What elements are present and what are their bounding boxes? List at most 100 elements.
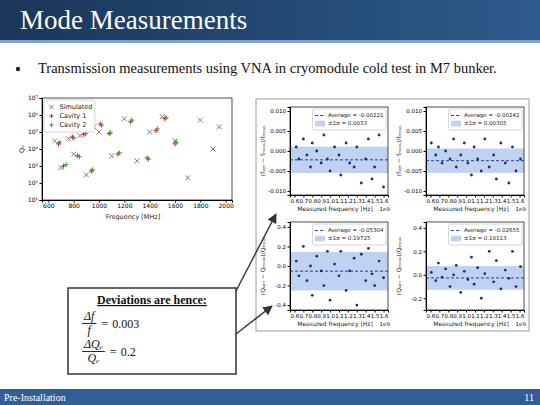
arrow	[236, 214, 276, 291]
x-tick-label: 1.4	[362, 313, 371, 319]
deviations-heading: Deviations are hence:	[97, 293, 207, 307]
data-point	[452, 273, 455, 276]
data-point	[476, 266, 479, 269]
data-point	[295, 260, 298, 263]
data-point	[315, 150, 318, 153]
data-point	[345, 142, 348, 145]
x-tick: 1600	[168, 200, 183, 209]
data-point	[117, 150, 122, 155]
x-tick-label: 1.0	[326, 313, 335, 319]
y-axis-line	[424, 223, 427, 311]
x-tick-label: 1.4	[498, 198, 507, 204]
x-tick-label: 0.7	[435, 198, 444, 204]
x-tick: 0.8	[444, 310, 453, 319]
data-point	[320, 162, 323, 165]
data-point	[339, 250, 342, 253]
y-tick: 10³	[28, 162, 42, 169]
plot-marks	[426, 250, 524, 300]
x-tick-label: 1.3	[489, 313, 498, 319]
y-axis-line	[288, 108, 291, 196]
y-tick: 10¹	[28, 196, 42, 203]
plot-frame	[290, 222, 388, 310]
x-tick: 1.3	[489, 195, 498, 204]
data-point	[473, 146, 476, 149]
x-tick: 2000	[219, 200, 234, 209]
data-point	[295, 146, 298, 149]
plot-marks	[290, 134, 388, 189]
data-point	[459, 154, 462, 157]
x-tick-label: 1.0	[462, 313, 471, 319]
y-tick-label: 10⁶	[28, 111, 39, 118]
x-tick-label: 1.3	[489, 198, 498, 204]
data-point	[367, 138, 370, 141]
x-tick-label: 0.9	[317, 313, 326, 319]
y-tick: 0.0	[277, 263, 290, 269]
y-tick: 0.005	[406, 128, 426, 134]
x-tick: 1.1	[471, 195, 480, 204]
y-tick: -0.005	[404, 168, 426, 174]
legend-label: ±1σ = 0.19725	[328, 235, 371, 241]
y-tick: -0.010	[404, 188, 426, 194]
plot-background	[426, 107, 524, 195]
y-tick-label: 10⁵	[28, 128, 39, 135]
y-tick-label: -0.010	[404, 188, 422, 194]
data-point	[306, 279, 309, 282]
legend-marker	[49, 114, 53, 118]
bullet-dot	[16, 67, 20, 71]
x-tick: 0.7	[435, 195, 444, 204]
plot-marks	[426, 138, 524, 185]
x-tick-label: 0.8	[308, 313, 317, 319]
data-point	[135, 158, 140, 163]
data-point	[355, 304, 358, 307]
legend-marker	[49, 123, 53, 127]
legend-box	[449, 109, 522, 130]
fraction-bar	[82, 351, 105, 352]
x-axis-title: Measured frequency [Hz]	[297, 205, 373, 213]
y-tick-mark	[424, 251, 427, 252]
x-tick-label: 1.6	[516, 198, 525, 204]
legend-line-swatch	[451, 230, 461, 231]
x-tick: 1.4	[362, 310, 371, 319]
data-point	[444, 268, 447, 271]
legend-band-swatch	[451, 236, 461, 242]
data-point	[122, 116, 127, 121]
legend-line-swatch	[451, 115, 461, 116]
data-point	[364, 279, 367, 282]
data-point	[302, 245, 305, 248]
legend-band-swatch	[315, 121, 325, 127]
x-tick-label: 800	[68, 202, 80, 209]
slide-title: Mode Measurements	[20, 5, 247, 35]
data-point	[470, 174, 473, 177]
y-tick-mark	[288, 246, 291, 247]
data-point	[492, 154, 495, 157]
y-axis-title: Qₑ	[18, 145, 26, 153]
data-point	[174, 140, 179, 145]
data-point	[437, 262, 440, 265]
x-tick-label: 1.1	[335, 313, 344, 319]
legend: Average = -0.00242±1σ = 0.00305	[449, 109, 522, 130]
arrow	[236, 306, 272, 334]
y-tick-mark	[40, 200, 43, 201]
x-tick-label: 1.5	[507, 313, 516, 319]
bullet-text: Transmission measurements using VNA in c…	[38, 60, 497, 76]
deviations-frame	[68, 288, 236, 374]
y-axis-title: (Qₛᵢₘ − Qₘₑₐₛ)/Qₘₑₐₛ	[395, 237, 402, 295]
data-point	[371, 272, 374, 275]
data-point	[333, 146, 336, 149]
x-tick: 800	[68, 200, 80, 209]
slide-canvas: Mode Measurements Transmission measuremen…	[0, 0, 540, 405]
x-tick: 1.4	[362, 195, 371, 204]
data-point	[466, 162, 469, 165]
data-point	[441, 276, 444, 279]
x-axis: 600800100012001400160018002000	[43, 200, 234, 209]
x-tick-label: 1.3	[353, 198, 362, 204]
data-point	[434, 154, 437, 157]
x-tick: 1.2	[344, 195, 353, 204]
plot-marks	[290, 245, 388, 306]
axis-offset-text: 1e9	[380, 206, 391, 212]
y-tick: 0.005	[270, 128, 290, 134]
y-axis-line	[288, 223, 291, 311]
x-tick: 1.3	[489, 310, 498, 319]
plot-background	[290, 222, 388, 310]
y-tick: -0.2	[275, 283, 290, 289]
